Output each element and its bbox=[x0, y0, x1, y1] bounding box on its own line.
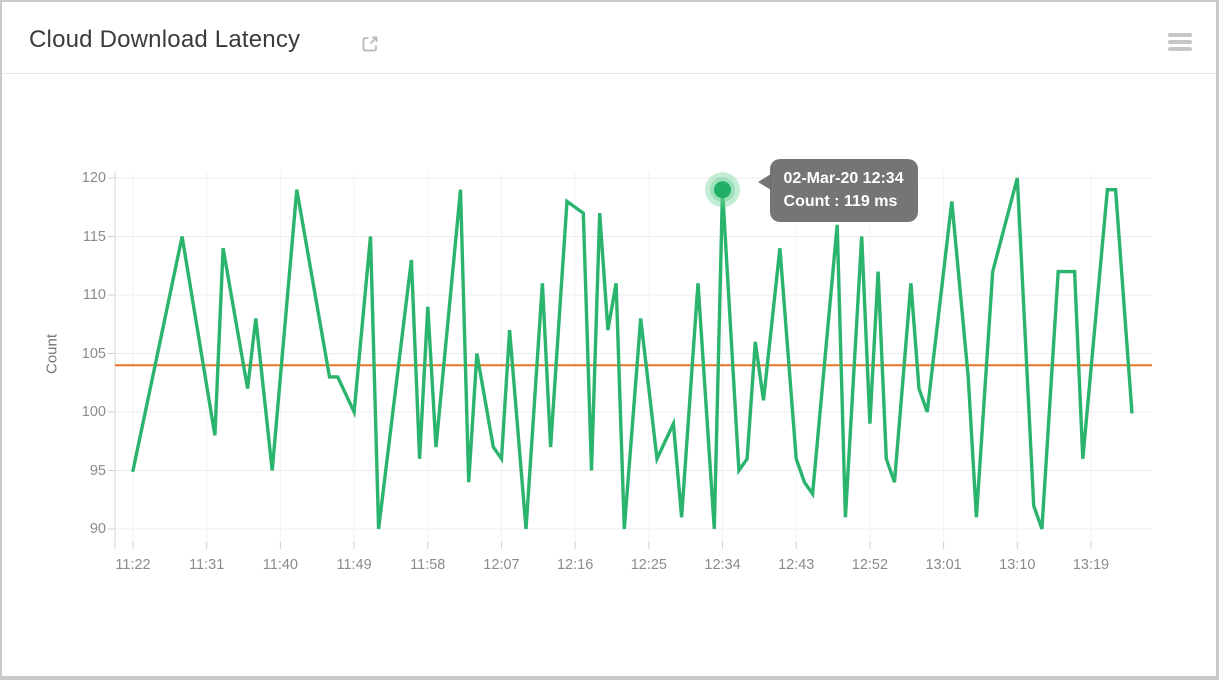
x-tick-label: 12:16 bbox=[556, 557, 594, 573]
y-tick-label: 95 bbox=[89, 462, 106, 479]
x-tick-label: 11:22 bbox=[115, 557, 151, 573]
latency-line-series bbox=[131, 177, 1134, 530]
tooltip-value: Count : 119 ms bbox=[783, 192, 898, 210]
y-tick-label: 100 bbox=[81, 404, 106, 420]
y-tick-label: 115 bbox=[82, 228, 106, 245]
x-tick-label: 11:31 bbox=[189, 557, 225, 573]
x-tick-label: 12:25 bbox=[630, 557, 667, 573]
highlight-halo bbox=[705, 172, 741, 208]
x-tick-label: 12:43 bbox=[778, 557, 815, 573]
highlight-dot[interactable] bbox=[714, 181, 732, 199]
page-title: Cloud Download Latency bbox=[29, 26, 301, 53]
y-tick-label: 90 bbox=[89, 521, 106, 537]
hamburger-menu-icon[interactable] bbox=[1168, 33, 1192, 51]
y-tick-label: 120 bbox=[81, 170, 106, 186]
x-tick-label: 11:58 bbox=[410, 557, 446, 573]
x-tick-label: 13:19 bbox=[1072, 557, 1110, 573]
line-chart-canvas bbox=[108, 172, 1152, 549]
tooltip: 02-Mar-20 12:34 Count : 119 ms bbox=[757, 158, 918, 222]
x-tick-label: 12:07 bbox=[483, 557, 520, 573]
tooltip-time: 02-Mar-20 12:34 bbox=[783, 169, 904, 187]
menu-bar bbox=[1168, 47, 1192, 51]
x-tick-label: 11:49 bbox=[336, 557, 372, 573]
menu-bar bbox=[1168, 33, 1192, 37]
x-tick-label: 13:10 bbox=[999, 557, 1036, 573]
x-tick-label: 13:01 bbox=[925, 557, 962, 573]
x-tick-label: 12:52 bbox=[851, 557, 889, 573]
y-tick-label: 110 bbox=[82, 287, 106, 303]
x-tick-label: 11:40 bbox=[262, 557, 298, 573]
external-link-icon[interactable] bbox=[360, 34, 380, 54]
header-divider bbox=[2, 73, 1216, 74]
y-tick-label: 105 bbox=[81, 345, 106, 362]
highlight-halo-inner bbox=[710, 177, 736, 203]
x-tick-label: 12:34 bbox=[704, 557, 741, 573]
menu-bar bbox=[1168, 40, 1192, 44]
